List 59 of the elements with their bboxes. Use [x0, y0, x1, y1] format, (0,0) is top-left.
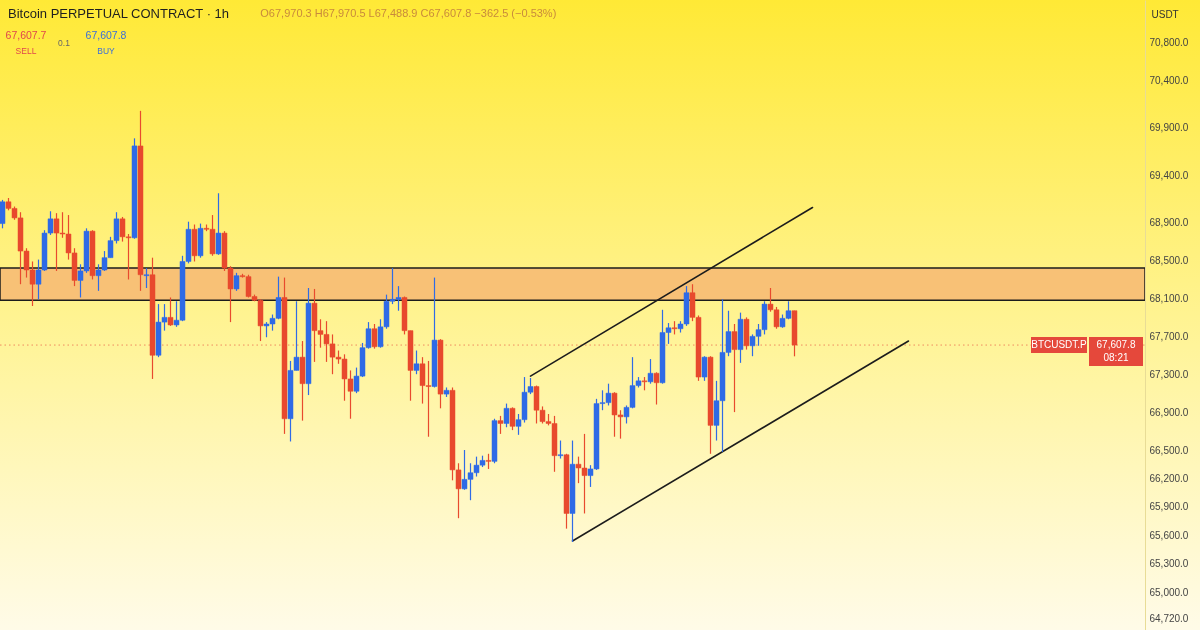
candlestick	[143, 267, 150, 289]
y-tick-label: 66,500.0	[1149, 444, 1189, 456]
annotation: 0.1	[58, 38, 71, 48]
candlestick	[701, 355, 708, 382]
y-tick-label: 68,900.0	[1149, 217, 1189, 229]
candlestick	[563, 453, 570, 530]
candlestick	[707, 355, 714, 455]
candlestick	[191, 223, 198, 263]
candlestick	[137, 110, 144, 292]
candlestick	[647, 358, 654, 385]
annotation: BUY	[97, 46, 116, 56]
candlestick	[413, 349, 420, 375]
candlestick	[509, 406, 516, 431]
y-tick-label: 67,300.0	[1149, 368, 1189, 380]
candlestick	[737, 312, 744, 364]
annotation: 08:21	[1103, 352, 1129, 364]
y-tick-label: 65,600.0	[1149, 529, 1189, 541]
annotation: 67,607.7	[5, 29, 47, 41]
candlestick	[89, 229, 96, 281]
annotation: SELL	[15, 46, 37, 56]
text: 67,607.8	[85, 29, 127, 41]
candlestick	[437, 338, 444, 409]
y-tick-label: 70,800.0	[1149, 37, 1189, 49]
candlestick	[569, 439, 576, 543]
y-tick-label: 69,400.0	[1149, 169, 1189, 181]
chart-title: Bitcoin PERPETUAL CONTRACT · 1h	[8, 6, 230, 21]
y-tick-label: 69,900.0	[1149, 122, 1189, 134]
y-tick-label: 65,900.0	[1149, 501, 1189, 513]
y-tick-label: 68,500.0	[1149, 255, 1189, 267]
y-tick-label: 65,000.0	[1149, 586, 1189, 598]
candlestick	[131, 137, 138, 240]
ref-line-label: BTCUSDT.P	[1031, 339, 1088, 351]
y-tick-label: 66,200.0	[1149, 472, 1189, 484]
candlestick	[431, 276, 438, 389]
candlestick	[215, 192, 222, 256]
candlestick	[371, 323, 378, 350]
y-tick-label: 67,700.0	[1149, 330, 1189, 342]
candlestick	[731, 323, 738, 413]
candlestick	[305, 287, 312, 396]
candlestick	[743, 316, 750, 351]
candlestick	[0, 199, 6, 229]
candlestick	[503, 402, 510, 428]
y-tick-label: 66,900.0	[1149, 406, 1189, 418]
candlestick	[443, 386, 450, 398]
candlestick	[167, 296, 174, 327]
candlestick	[149, 257, 156, 380]
y-axis-title: USDT	[1151, 8, 1179, 20]
candlestick	[653, 371, 660, 406]
y-tick-label: 68,100.0	[1149, 292, 1189, 304]
candlestick	[299, 340, 306, 422]
candlestick	[491, 418, 498, 464]
annotation: O67,970.3 H67,970.5 L67,488.9 C67,607.8 −362.5 (−0.53%)	[260, 7, 557, 19]
y-tick-label: 64,720.0	[1149, 613, 1189, 625]
y-tick-label: 70,400.0	[1149, 75, 1189, 87]
annotation: 67,607.8	[1096, 339, 1136, 351]
y-tick-label: 65,300.0	[1149, 558, 1189, 570]
candlestick	[281, 276, 288, 435]
candlestick	[197, 222, 204, 259]
candlestick	[791, 310, 798, 357]
